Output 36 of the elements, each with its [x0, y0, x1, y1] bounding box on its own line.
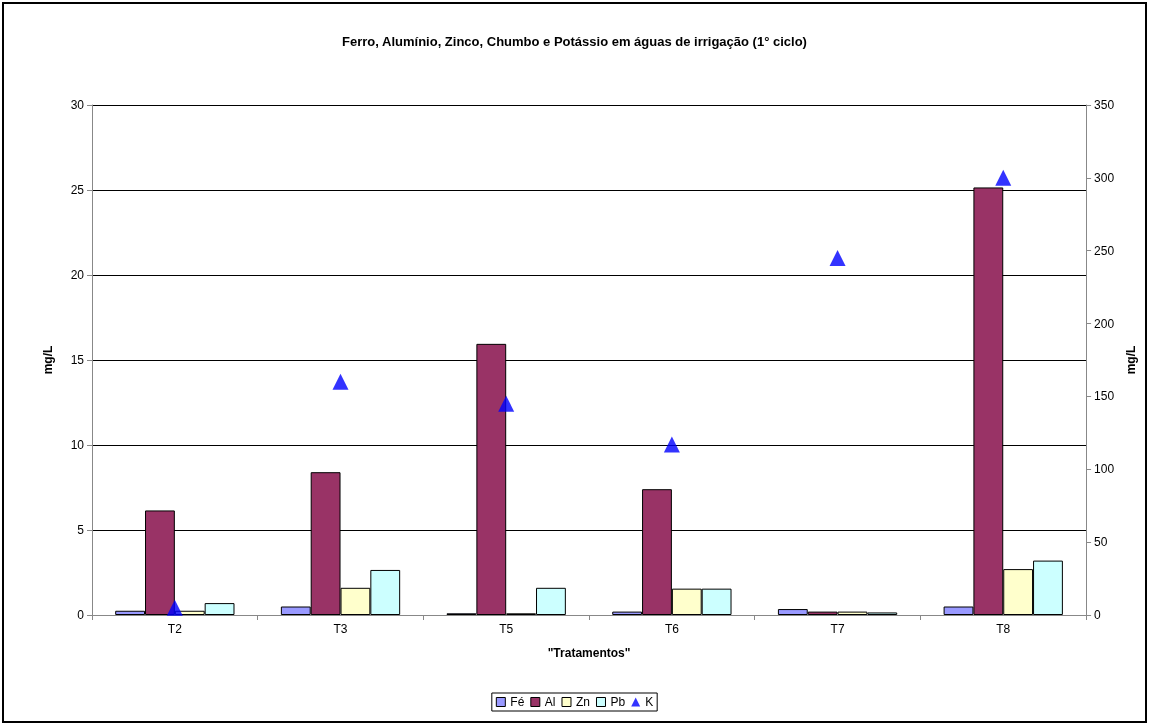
y2-tick-label: 150	[1094, 389, 1115, 404]
y2-tick-label: 350	[1094, 98, 1115, 112]
y2-tick-label: 100	[1094, 462, 1115, 477]
point	[498, 395, 515, 412]
point	[829, 250, 846, 266]
y2-tick-label: 250	[1094, 243, 1115, 258]
legend-label: Zn	[575, 695, 591, 709]
x-axis-title: "Tratamentos"	[547, 646, 631, 660]
y2-tick-label: 200	[1094, 316, 1115, 331]
y-tick-label: 0	[77, 608, 85, 622]
y-tick-label: 15	[70, 353, 85, 367]
point	[663, 436, 680, 453]
y-tick-label: 5	[77, 523, 85, 537]
y-tick-label: 20	[70, 268, 85, 282]
point	[995, 169, 1012, 186]
y-axis-title: mg/L	[41, 345, 55, 375]
legend-label: Al	[544, 695, 556, 709]
legend-label: Pb	[610, 695, 626, 709]
x-tick-label: T2	[167, 622, 183, 636]
x-tick-label: T7	[830, 622, 845, 636]
y2-tick-label: 0	[1094, 608, 1102, 622]
x-tick-label: T5	[499, 622, 514, 636]
legend-label: Fé	[510, 695, 525, 709]
legend-label: K	[645, 695, 654, 709]
y2-axis-title: mg/L	[1124, 345, 1138, 375]
x-tick-label: T8	[996, 622, 1011, 636]
x-tick-label: T6	[664, 622, 680, 636]
chart-title: Ferro, Alumínio, Zinco, Chumbo e Potássio em águas de irrigação (1° ciclo)	[342, 34, 807, 49]
point	[166, 599, 183, 616]
y-tick-label: 30	[70, 98, 85, 112]
y-tick-label: 10	[70, 438, 85, 452]
y2-tick-label: 50	[1094, 535, 1108, 550]
point	[332, 373, 349, 390]
y2-tick-label: 300	[1094, 170, 1115, 185]
x-tick-label: T3	[333, 622, 348, 636]
y-tick-label: 25	[70, 183, 85, 197]
